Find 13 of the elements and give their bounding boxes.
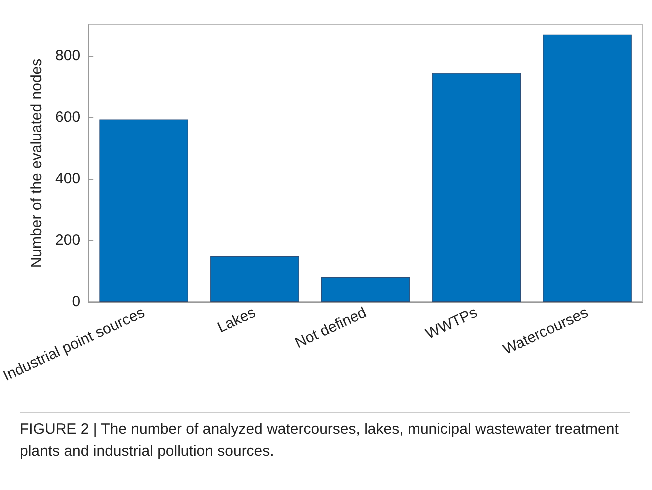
bar: [543, 34, 632, 302]
bar: [100, 120, 188, 302]
bar: [321, 277, 410, 302]
y-tick-label: 800: [56, 47, 81, 64]
caption: FIGURE 2 | The number of analyzed watercourses, lakes, municipal wastewater treatment plants and industrial pollution sources.: [20, 420, 620, 462]
y-tick-label: 600: [56, 108, 81, 126]
bar: [210, 256, 300, 302]
y-tick-label: 400: [56, 170, 81, 188]
bar: [432, 73, 522, 302]
y-tick-label: 0: [72, 294, 81, 310]
y-tick-label: 200: [56, 232, 81, 249]
y-axis-title: Number of the evaluated nodes: [28, 58, 46, 268]
x-tick-label: Lakes: [215, 304, 259, 337]
